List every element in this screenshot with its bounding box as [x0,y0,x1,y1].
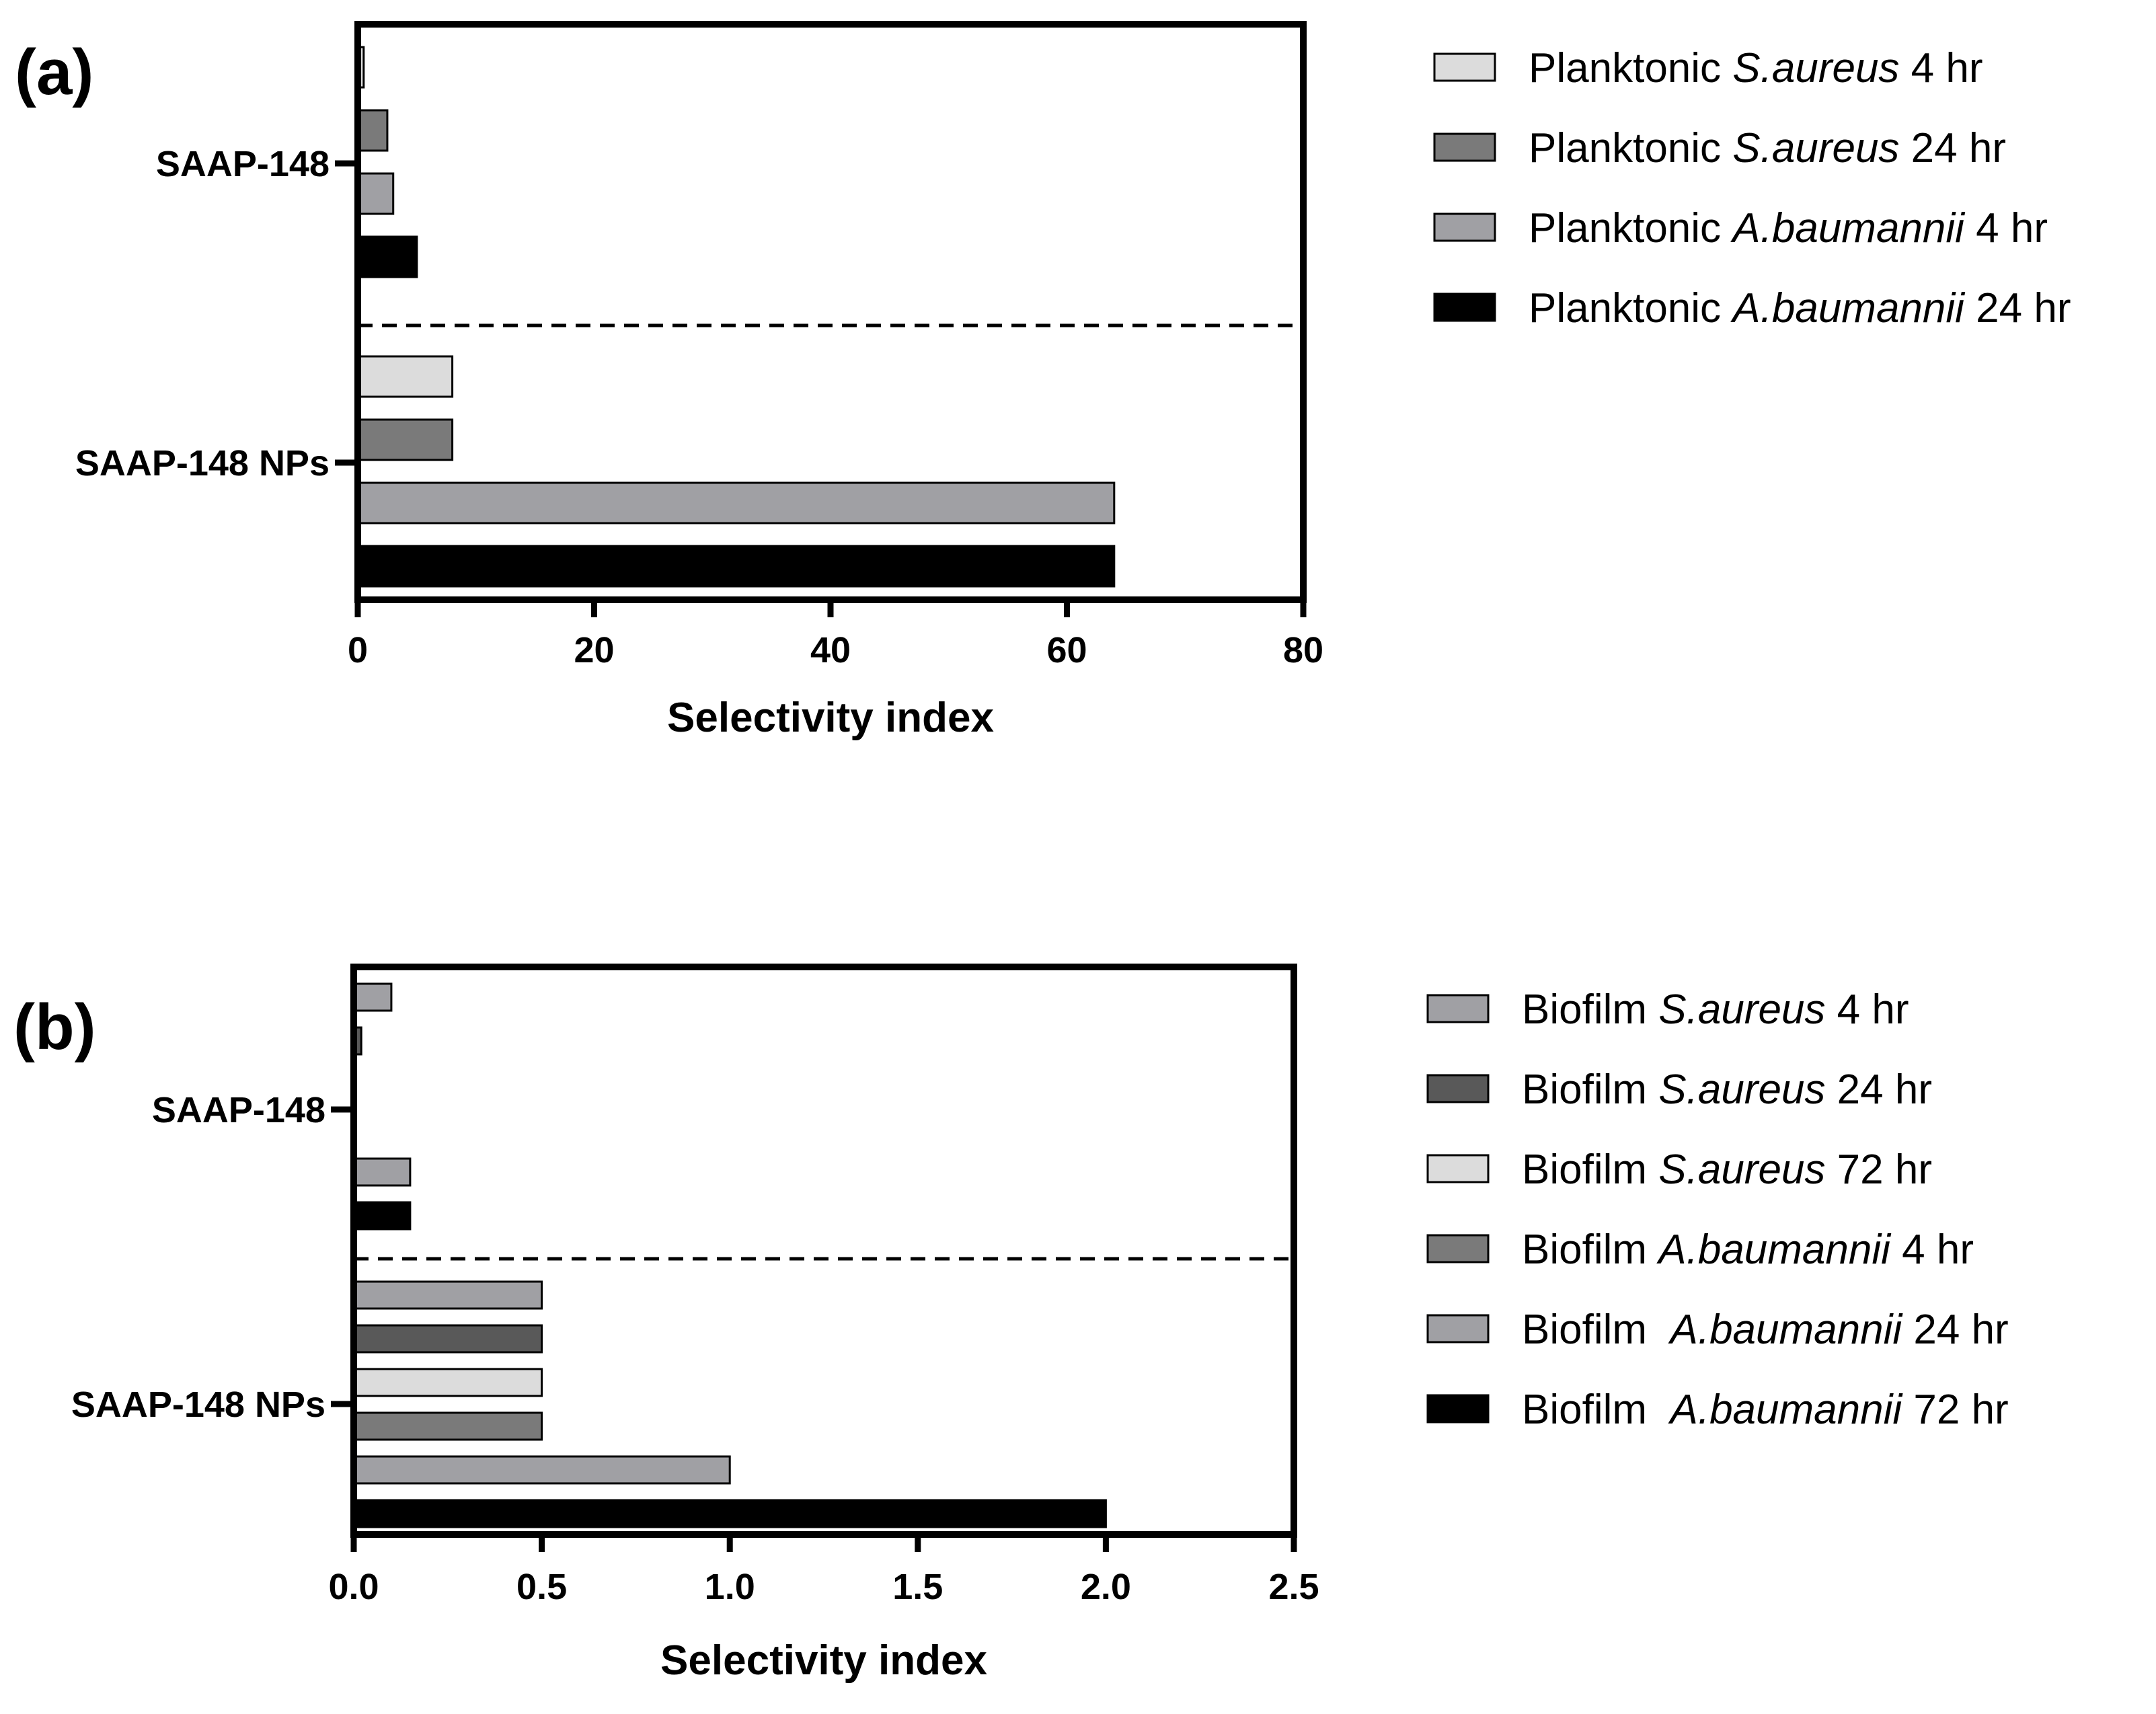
legend-swatch [1426,994,1490,1023]
bar [356,545,1116,588]
bar [356,109,389,152]
x-axis-title: Selectivity index [660,1637,987,1684]
bar [356,481,1116,524]
bar [352,1280,543,1310]
category-label: SAAP-148 [152,1090,325,1130]
panel-label: (a) [15,36,93,108]
legend-entry: Biofilm S.aureus 4 hr [1522,986,1909,1033]
legend-swatch [1426,1234,1490,1263]
x-tick-label: 2.5 [1268,1567,1319,1607]
category-label: SAAP-148 NPs [75,443,330,483]
bar [352,1368,543,1397]
panel-label: (b) [13,991,96,1063]
x-tick-label: 20 [574,630,614,670]
x-axis-title: Selectivity index [667,695,994,741]
legend-entry: Biofilm A.baumannii 24 hr [1522,1307,2009,1353]
legend-entry: Biofilm S.aureus 72 hr [1522,1146,1932,1193]
legend-entry: Biofilm A.baumannii 4 hr [1522,1226,1974,1273]
legend-swatch [1426,1154,1490,1183]
chart-panel-b: (b) SAAP-148 SAAP-148 NPs 0.0 0.5 1.0 1.5 2.0 2.… [13,964,2009,1684]
category-label: SAAP-148 NPs [71,1385,325,1425]
bar [356,418,454,461]
x-tick-label: 40 [810,630,851,670]
x-tick-label: 0 [348,630,368,670]
bar [352,1157,412,1187]
legend-entry: Planktonic A.baumannii 24 hr [1529,285,2071,332]
legend: Planktonic S.aureus 4 hr Planktonic S.aur… [1433,45,2071,332]
chart-panel-a: (a) SAAP-148 SAAP-148 NPs 0 20 40 60 80 Selectiv… [15,21,2071,741]
legend-entry: Planktonic A.baumannii 4 hr [1529,205,2048,251]
x-tick-label: 60 [1046,630,1087,670]
category-label: SAAP-148 [156,144,330,184]
x-tick-label: 0.0 [328,1567,379,1607]
x-tick-label: 1.0 [705,1567,755,1607]
legend-swatch [1433,212,1496,242]
x-tick-label: 2.0 [1081,1567,1131,1607]
legend-swatch [1433,132,1496,162]
bar [352,1499,1107,1528]
bar [356,172,395,215]
bar [352,982,393,1012]
legend-swatch [1426,1394,1490,1424]
legend-swatch [1433,293,1496,322]
legend-entry: Planktonic S.aureus 4 hr [1529,45,1983,91]
bar [352,1455,731,1485]
legend: Biofilm S.aureus 4 hr Biofilm S.aureus 24… [1426,986,2009,1433]
legend-entry: Planktonic S.aureus 24 hr [1529,125,2006,171]
x-tick-label: 1.5 [892,1567,943,1607]
x-tick-label: 80 [1283,630,1323,670]
legend-swatch [1426,1314,1490,1343]
legend-entry: Biofilm S.aureus 24 hr [1522,1066,1932,1113]
bar [356,235,418,278]
plot-frame [350,964,1297,1538]
legend-entry: Biofilm A.baumannii 72 hr [1522,1387,2009,1433]
bar [352,1324,543,1354]
x-tick-label: 0.5 [516,1567,567,1607]
bar [356,355,454,398]
bar [352,1411,543,1441]
legend-swatch [1433,52,1496,82]
legend-swatch [1426,1074,1490,1103]
bar [352,1201,412,1231]
